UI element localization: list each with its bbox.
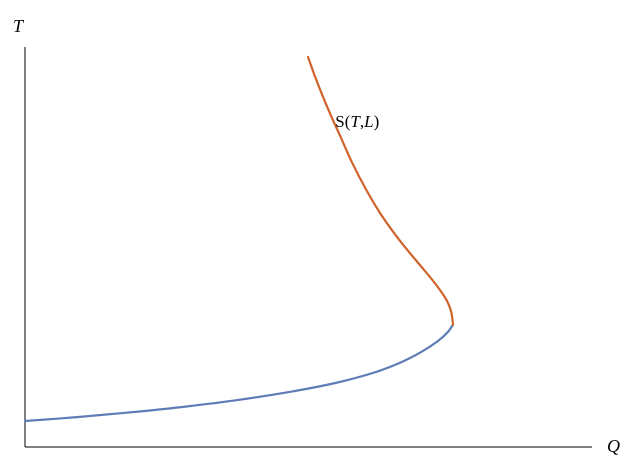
series-line-upper	[306, 55, 455, 326]
y-axis-label: T	[13, 16, 25, 36]
series-line-lower	[23, 323, 455, 423]
annotation-part-close: )	[374, 112, 380, 131]
annotation-part-comma: ,	[360, 112, 364, 131]
x-axis-label: Q	[607, 436, 620, 456]
annotation-part-open: S(	[335, 112, 350, 131]
series-layer	[23, 55, 455, 423]
axes: T Q	[13, 16, 620, 456]
annotation-part-T: T	[350, 112, 361, 131]
annotation-part-L: L	[363, 112, 373, 131]
curve-annotation: S(T,L)	[335, 112, 379, 131]
